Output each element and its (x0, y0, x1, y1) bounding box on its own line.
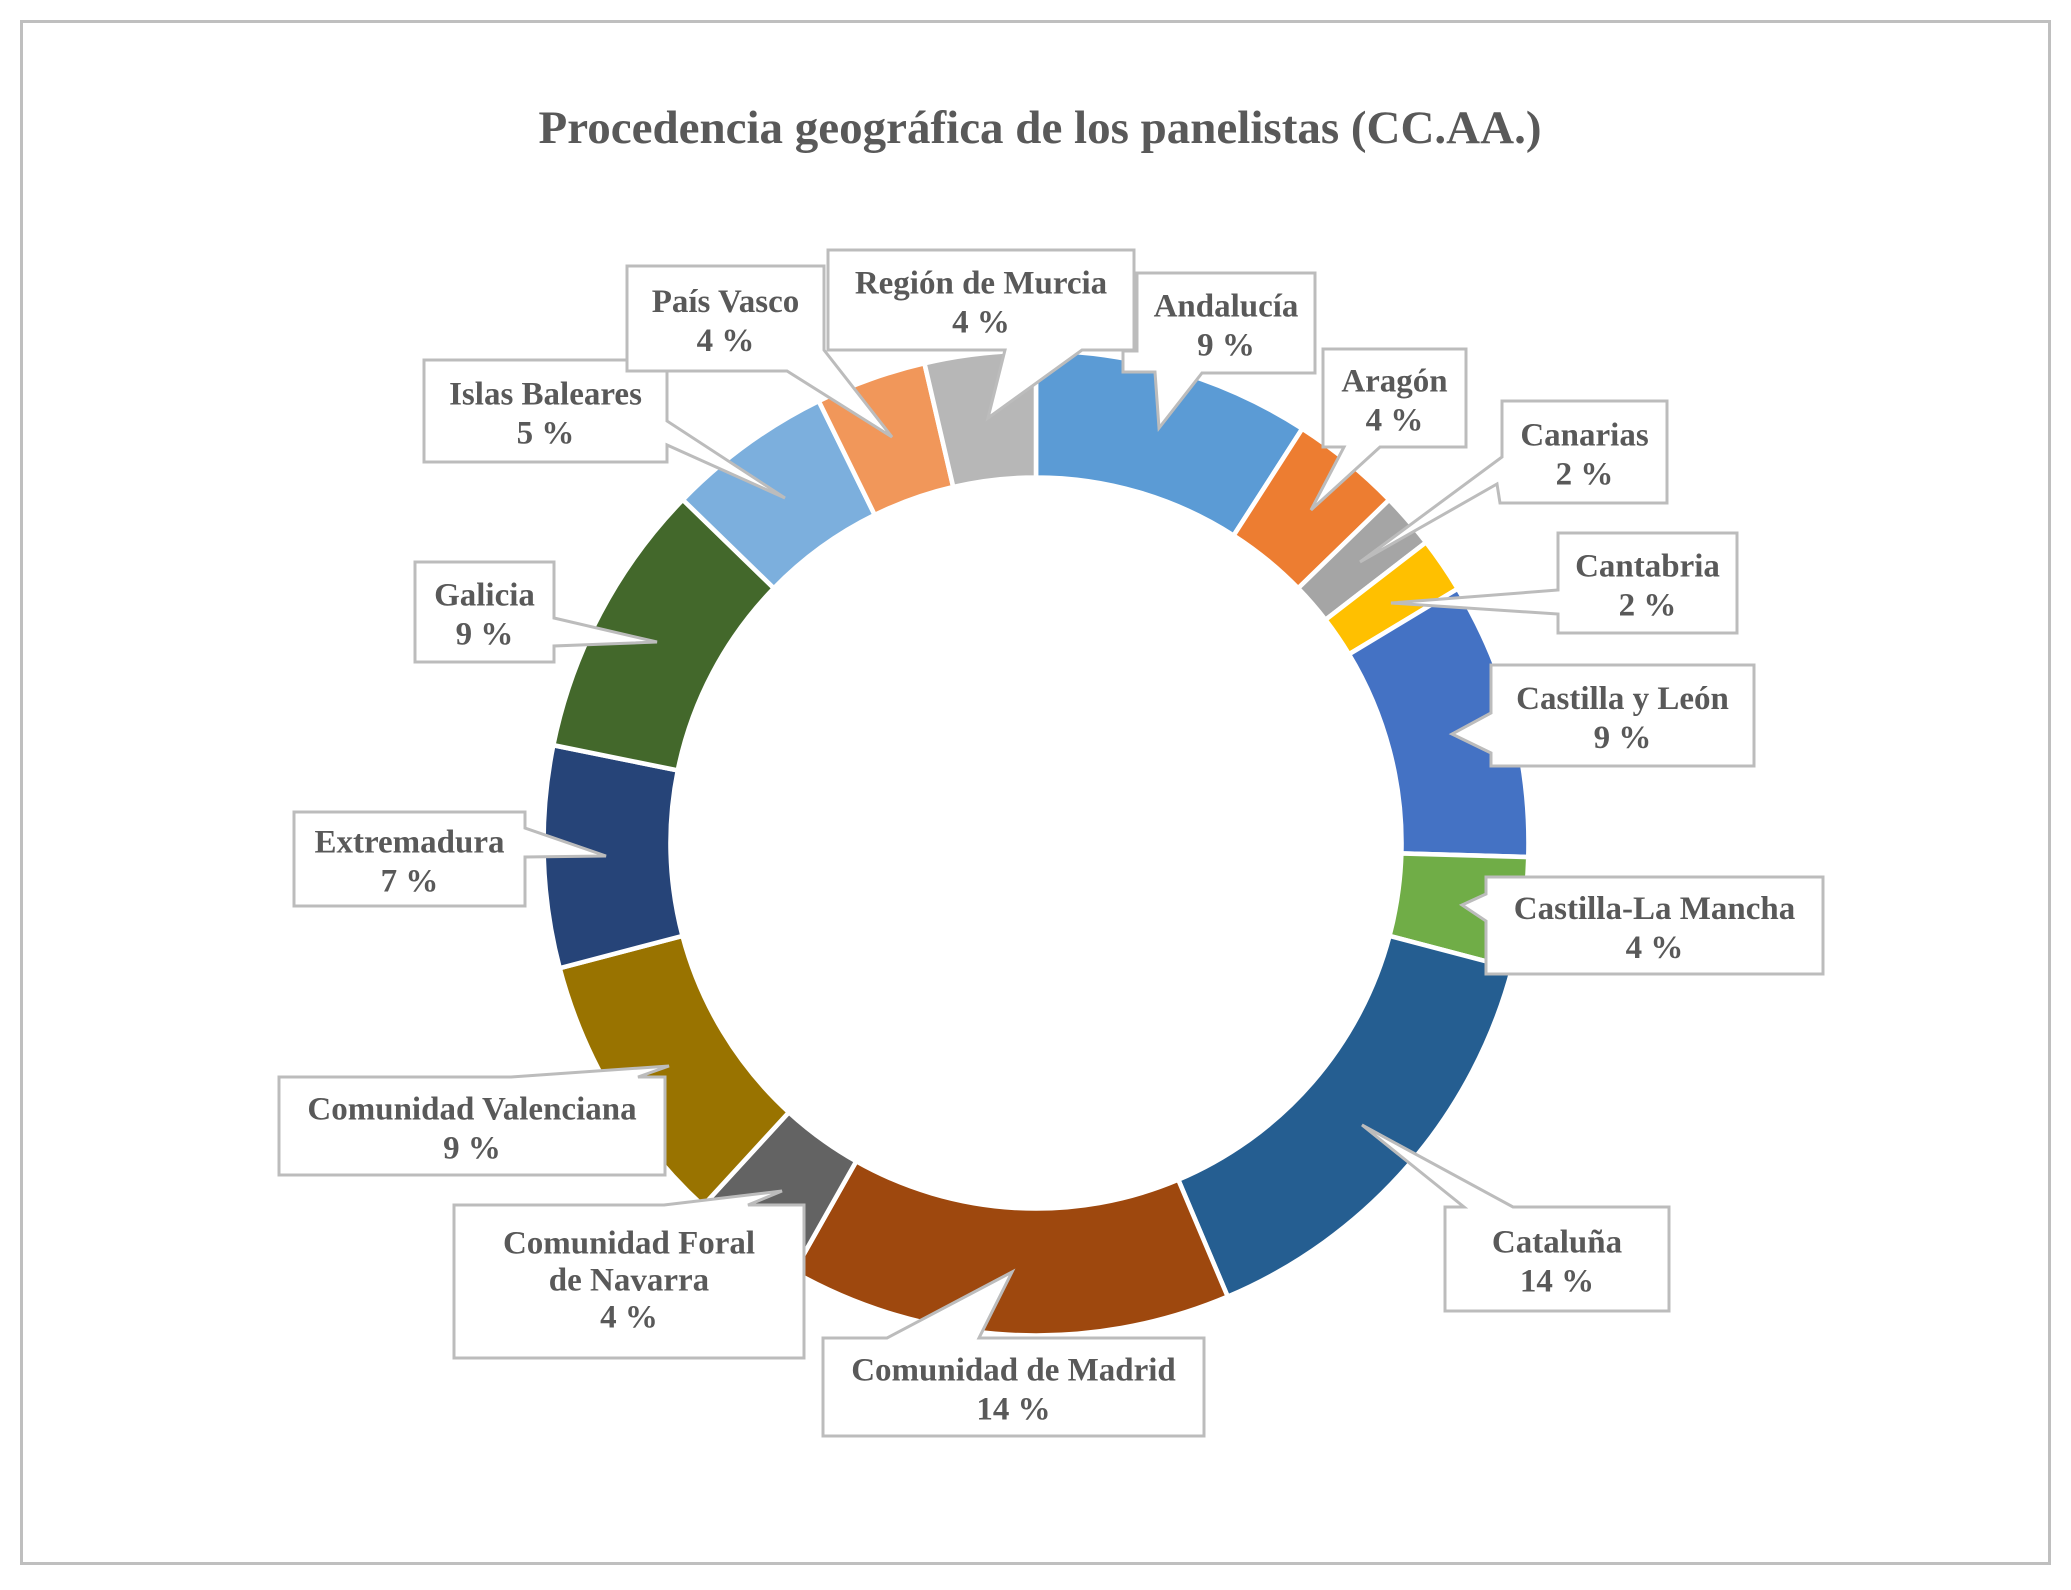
svg-text:Aragón: Aragón (1341, 364, 1447, 400)
svg-text:Comunidad Foral: Comunidad Foral (503, 1226, 755, 1262)
svg-text:4 %: 4 % (697, 323, 755, 359)
svg-text:14 %: 14 % (1520, 1264, 1594, 1300)
svg-text:4 %: 4 % (1366, 403, 1424, 439)
svg-text:Castilla-La Mancha: Castilla-La Mancha (1514, 891, 1795, 927)
svg-text:4 %: 4 % (600, 1300, 658, 1336)
svg-text:Cataluña: Cataluña (1492, 1225, 1622, 1261)
svg-text:9 %: 9 % (456, 617, 514, 653)
svg-text:Comunidad Valenciana: Comunidad Valenciana (307, 1092, 636, 1128)
svg-text:7 %: 7 % (381, 864, 439, 900)
svg-text:14 %: 14 % (976, 1392, 1050, 1428)
svg-text:9 %: 9 % (1594, 720, 1652, 756)
svg-text:de Navarra: de Navarra (549, 1263, 709, 1299)
svg-text:Canarias: Canarias (1520, 418, 1649, 454)
svg-text:País Vasco: País Vasco (652, 284, 800, 320)
svg-text:9 %: 9 % (1197, 328, 1255, 364)
svg-text:Comunidad de Madrid: Comunidad de Madrid (851, 1353, 1176, 1389)
svg-text:Galicia: Galicia (434, 578, 535, 614)
svg-text:Castilla y León: Castilla y León (1516, 681, 1729, 717)
svg-text:Extremadura: Extremadura (314, 825, 504, 861)
svg-text:2 %: 2 % (1619, 588, 1677, 624)
svg-text:2 %: 2 % (1556, 457, 1614, 493)
svg-text:Procedencia geográfica de los: Procedencia geográfica de los panelistas… (539, 102, 1542, 154)
svg-text:Islas Baleares: Islas Baleares (449, 377, 642, 413)
svg-text:4 %: 4 % (1626, 930, 1684, 966)
svg-text:5 %: 5 % (517, 416, 575, 452)
svg-text:Región de Murcia: Región de Murcia (855, 266, 1107, 302)
svg-text:9 %: 9 % (443, 1131, 501, 1167)
svg-text:Cantabria: Cantabria (1575, 549, 1720, 585)
svg-text:Andalucía: Andalucía (1154, 289, 1299, 325)
svg-text:4 %: 4 % (952, 305, 1010, 341)
